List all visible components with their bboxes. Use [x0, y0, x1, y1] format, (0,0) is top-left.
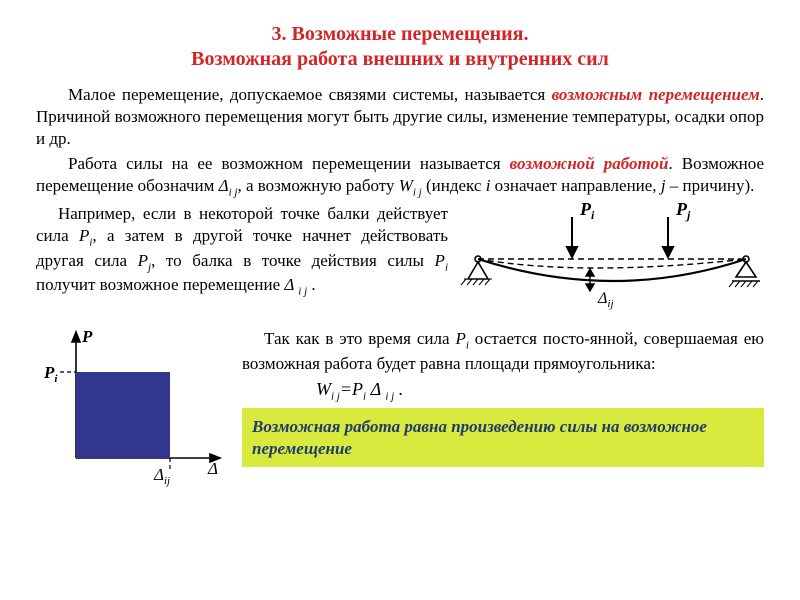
symbol-Pi-3: Pi: [455, 329, 468, 348]
svg-text:Δ: Δ: [207, 459, 218, 478]
beam-diagram: Pi Pj Δij: [454, 203, 764, 323]
sub: i j: [331, 390, 340, 402]
svg-text:Pi: Pi: [579, 203, 595, 222]
highlight-statement: Возможная работа равна произведению силы…: [242, 408, 764, 467]
sub: i j: [413, 186, 422, 198]
rect-row: P Pi Δ Δij Так как в это время сила Pi о…: [36, 328, 764, 493]
rectangle-plot: P Pi Δ Δij: [36, 328, 226, 488]
sym: =P: [340, 379, 363, 399]
symbol-Pi: Pi: [79, 226, 92, 245]
text: – причину).: [666, 176, 755, 195]
text: , то балка в точке действия силы: [151, 251, 434, 270]
sym: Δ: [219, 176, 229, 195]
sym: P: [138, 251, 148, 270]
text: Малое перемещение, допускаемое связями с…: [68, 85, 552, 104]
paragraph-2: Работа силы на ее возможном перемещении …: [36, 153, 764, 199]
svg-text:Δij: Δij: [597, 290, 614, 310]
period: .: [394, 379, 403, 399]
symbol-Pi-2: Pi: [435, 251, 448, 270]
sym: P: [435, 251, 445, 270]
symbol-Pj: Pj: [138, 251, 151, 270]
paragraph-4: Так как в это время сила Pi остается пос…: [242, 328, 764, 374]
page-title: 3. Возможные перемещения. Возможная рабо…: [36, 22, 764, 72]
paragraph-1: Малое перемещение, допускаемое связями с…: [36, 84, 764, 149]
sub: i: [445, 261, 448, 273]
period: .: [307, 275, 316, 294]
sym: P: [79, 226, 89, 245]
example-row: Например, если в некоторой точке балки д…: [36, 203, 764, 328]
text: Так как в это время сила: [264, 329, 455, 348]
svg-text:Pi: Pi: [43, 363, 58, 385]
sub: i j: [385, 390, 394, 402]
text: получит возможное перемещение: [36, 275, 284, 294]
svg-text:P: P: [81, 328, 93, 346]
beam-diagram-col: Pi Pj Δij: [454, 203, 764, 328]
sym: Δ: [366, 379, 385, 399]
sym: Δ: [284, 275, 294, 294]
rect-text-col: Так как в это время сила Pi остается пос…: [236, 328, 764, 466]
paragraph-3: Например, если в некоторой точке балки д…: [36, 203, 448, 298]
example-text-col: Например, если в некоторой точке балки д…: [36, 203, 448, 302]
term-virtual-displacement: возможным перемещением: [552, 85, 760, 104]
text: Работа силы на ее возможном перемещении …: [68, 154, 510, 173]
rectangle-plot-col: P Pi Δ Δij: [36, 328, 236, 493]
text: , а возможную работу: [237, 176, 398, 195]
svg-text:Δij: Δij: [153, 465, 170, 487]
sym: W: [316, 379, 331, 399]
symbol-delta-ij: Δi j: [219, 176, 238, 195]
term-virtual-work: возможной работой: [510, 154, 669, 173]
title-line-1: 3. Возможные перемещения.: [271, 23, 528, 45]
svg-text:Pj: Pj: [675, 203, 691, 222]
symbol-w-ij: Wi j: [399, 176, 422, 195]
sub: i j: [298, 286, 307, 298]
text: (индекс: [422, 176, 486, 195]
sym: W: [399, 176, 413, 195]
symbol-delta-ij-2: Δ i j: [284, 275, 307, 294]
text: означает направление,: [490, 176, 660, 195]
sym: P: [455, 329, 465, 348]
formula-work: Wi j=Pi Δ i j .: [316, 379, 764, 403]
title-line-2: Возможная работа внешних и внутренних си…: [191, 48, 609, 70]
